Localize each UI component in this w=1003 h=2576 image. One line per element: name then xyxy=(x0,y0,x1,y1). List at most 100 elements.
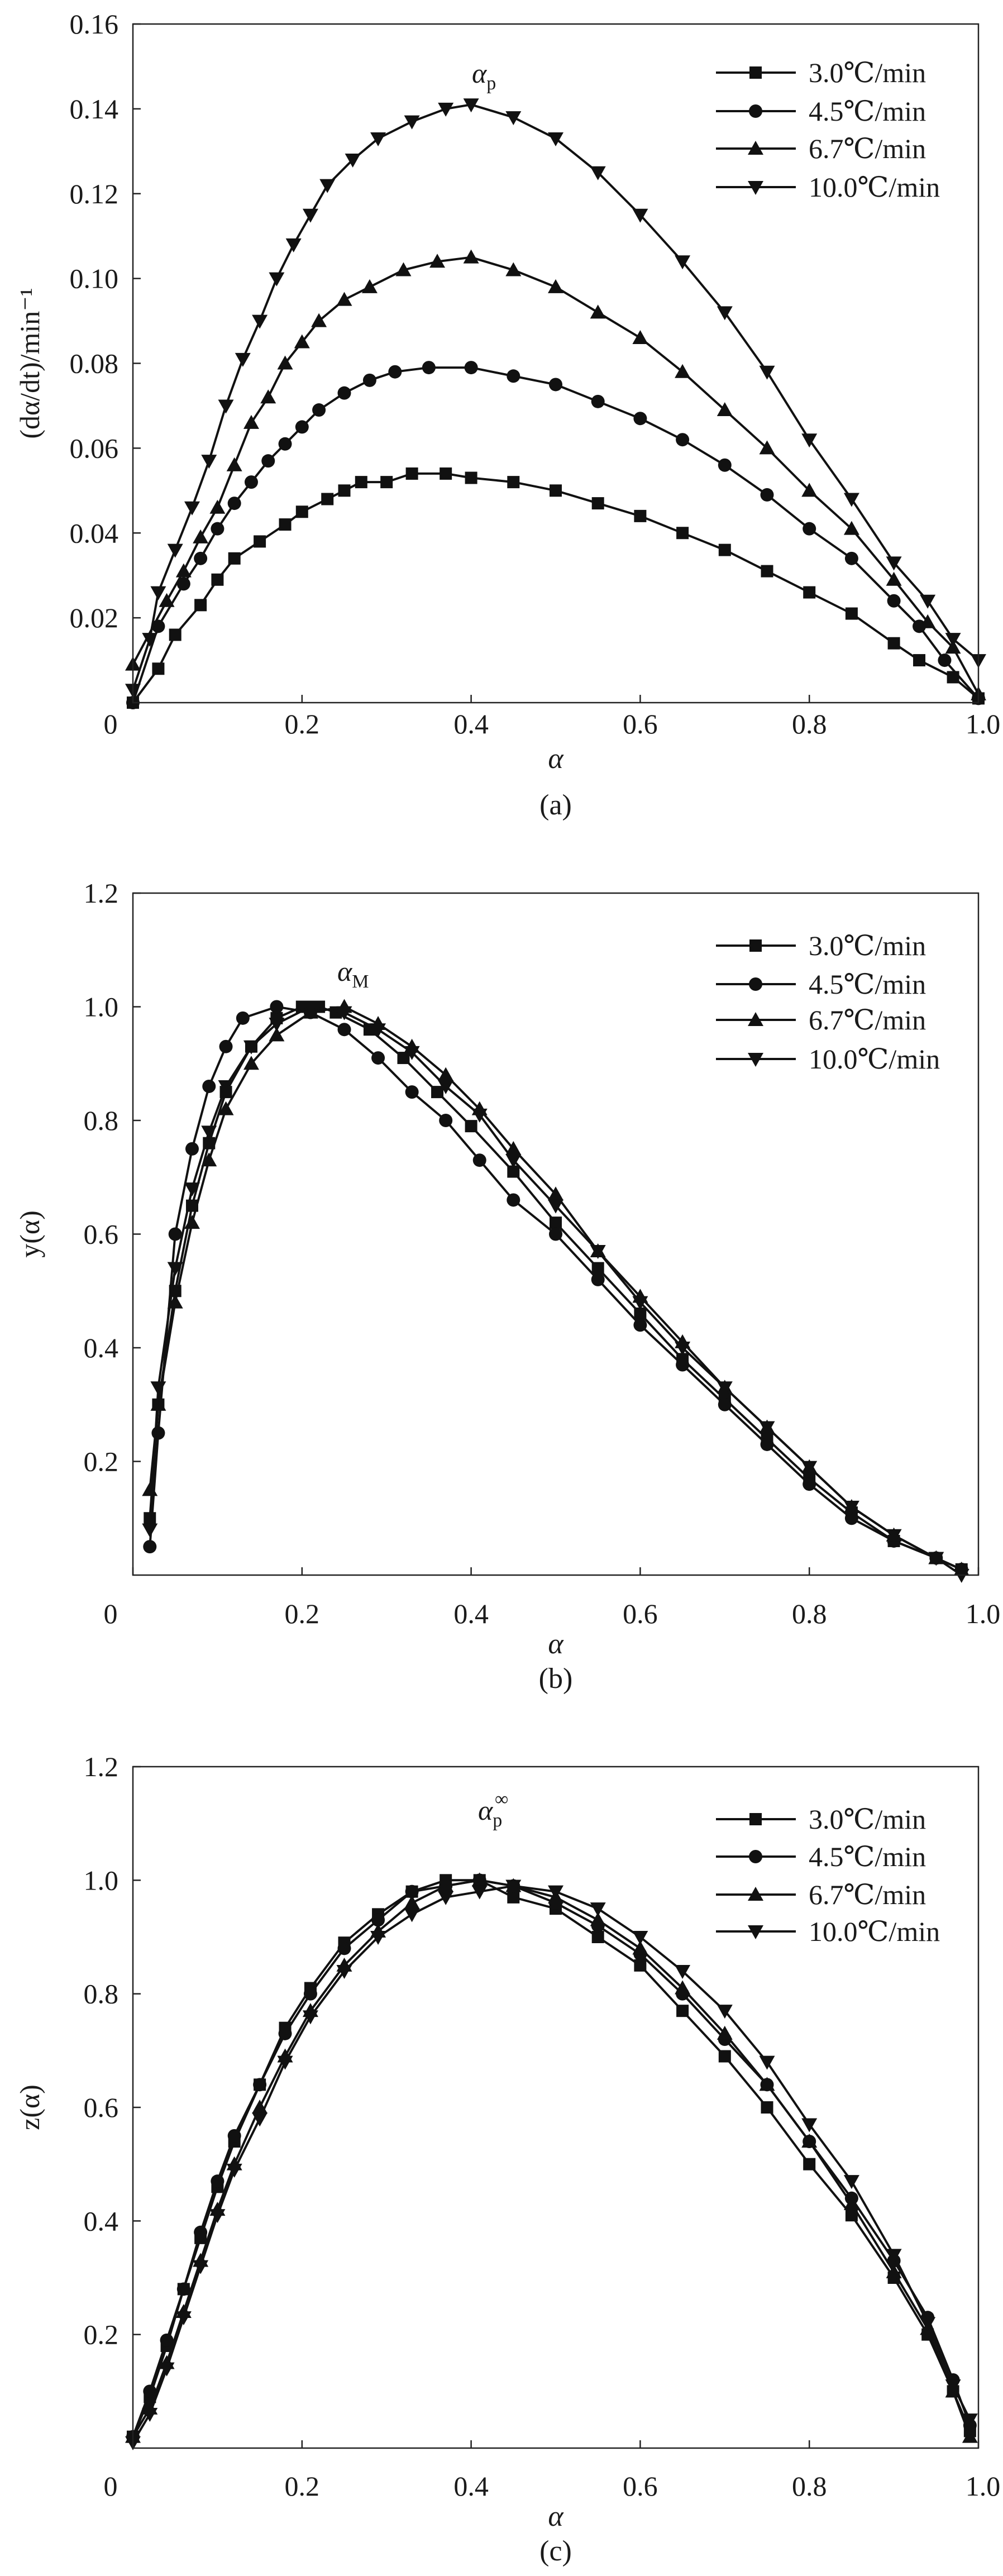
data-point-square xyxy=(761,565,773,578)
data-point-circle xyxy=(405,1885,419,1898)
data-point-triangle-down xyxy=(142,1523,158,1538)
data-point-triangle-up xyxy=(209,499,226,514)
data-point-triangle-down xyxy=(505,111,522,126)
data-point-triangle-down xyxy=(285,238,302,252)
data-point-square xyxy=(550,484,562,497)
data-point-triangle-down xyxy=(962,2413,978,2428)
y-tick-label: 0.02 xyxy=(70,602,119,633)
x-tick-label: 0.8 xyxy=(792,1598,827,1629)
data-point-triangle-down xyxy=(505,1154,522,1168)
data-point-circle xyxy=(244,475,258,489)
data-point-triangle-up xyxy=(336,292,352,306)
data-point-circle xyxy=(633,1318,647,1332)
data-point-triangle-down xyxy=(463,98,479,113)
data-point-square xyxy=(507,476,520,489)
legend-marker-triangle-up xyxy=(748,141,763,155)
data-point-square xyxy=(718,2050,731,2063)
y-tick-label: 1.2 xyxy=(84,877,119,909)
series-triangle-up xyxy=(125,1872,978,2443)
data-point-triangle-up xyxy=(471,1872,488,1887)
data-point-triangle-up xyxy=(142,1482,158,1496)
data-point-circle xyxy=(422,361,436,375)
data-point-circle xyxy=(362,373,376,387)
data-point-triangle-down xyxy=(404,1908,420,1923)
y-tick-label: 0.2 xyxy=(84,1446,119,1477)
data-point-circle xyxy=(844,551,858,565)
data-point-circle xyxy=(202,1079,216,1093)
annotation-subscript: p xyxy=(493,1810,502,1831)
y-tick-label: 0.8 xyxy=(84,1105,119,1136)
chart-panel-b: 0 0.2 0.4 0.6 0.8 1.0 0.2 0.4 0.6 0.8 1.0 1.2 α y(α) (… xyxy=(14,877,1000,1695)
data-point-circle xyxy=(718,458,732,472)
data-point-circle xyxy=(312,403,326,417)
legend-label: 6.7℃/min xyxy=(809,1879,926,1910)
data-point-triangle-down xyxy=(345,154,361,168)
data-point-triangle-down xyxy=(243,1040,259,1055)
series-circle xyxy=(126,1873,977,2444)
data-point-circle xyxy=(176,577,190,591)
y-tick-label: 0.08 xyxy=(70,348,119,379)
data-point-triangle-down xyxy=(471,1108,488,1123)
data-point-triangle-down xyxy=(945,2379,961,2394)
data-point-triangle-down xyxy=(277,2055,293,2070)
data-point-circle xyxy=(718,1397,732,1411)
legend: 3.0℃/min 4.5℃/min 6.7℃/min 10.0℃/min xyxy=(716,57,940,203)
series-line xyxy=(132,1885,971,2443)
x-axis-label: α xyxy=(548,743,564,775)
data-point-triangle-down xyxy=(843,2175,859,2189)
data-point-triangle-up xyxy=(801,483,818,497)
data-point-square xyxy=(397,1052,410,1065)
data-point-circle xyxy=(938,653,952,667)
series-triangle-down xyxy=(125,1879,978,2450)
data-point-circle xyxy=(371,1913,385,1927)
series-line xyxy=(132,366,980,703)
data-point-square xyxy=(550,1217,562,1229)
data-point-triangle-up xyxy=(243,414,259,429)
data-point-triangle-down xyxy=(319,179,336,193)
data-point-circle xyxy=(227,497,241,511)
data-point-square xyxy=(803,2158,816,2170)
data-point-circle xyxy=(337,1023,351,1037)
panel-label: (a) xyxy=(539,789,572,821)
data-point-circle xyxy=(507,1193,520,1207)
data-point-triangle-up xyxy=(294,334,310,349)
legend-marker-triangle-down xyxy=(748,1053,763,1067)
x-tick-label: 0.4 xyxy=(453,1598,489,1629)
data-point-triangle-down xyxy=(175,2311,192,2326)
data-point-square xyxy=(254,535,266,548)
data-point-triangle-down xyxy=(590,166,606,180)
data-point-square xyxy=(152,662,165,675)
data-point-triangle-up xyxy=(717,2025,733,2040)
legend-marker-circle xyxy=(749,104,762,118)
data-point-triangle-down xyxy=(184,501,200,516)
series-line xyxy=(149,1005,962,1571)
data-point-square xyxy=(405,467,418,480)
data-point-triangle-down xyxy=(920,2317,936,2331)
data-point-triangle-down xyxy=(438,102,454,117)
data-point-triangle-down xyxy=(590,1245,606,1260)
peak-annotation: αp xyxy=(472,58,496,94)
data-point-triangle-down xyxy=(302,1000,318,1015)
data-point-triangle-down xyxy=(218,399,234,414)
data-point-triangle-down xyxy=(886,556,902,571)
chart-panel-a: 0 0.2 0.4 0.6 0.8 1.0 0.02 0.04 0.06 0.08 0.10 0.12… xyxy=(14,8,1000,821)
data-point-circle xyxy=(270,1000,284,1014)
data-point-triangle-down xyxy=(759,2055,775,2070)
legend-label: 4.5℃/min xyxy=(809,96,926,127)
legend-item: 3.0℃/min xyxy=(716,57,926,88)
data-point-triangle-down xyxy=(167,1262,183,1276)
data-point-triangle-down xyxy=(717,306,733,321)
data-point-triangle-up xyxy=(886,2264,902,2278)
data-point-circle xyxy=(253,2078,267,2092)
data-point-circle xyxy=(371,1051,385,1065)
data-point-circle xyxy=(549,378,562,392)
legend-label: 10.0℃/min xyxy=(809,1916,940,1947)
data-point-triangle-down xyxy=(928,1552,944,1566)
data-point-circle xyxy=(278,437,292,451)
series-line xyxy=(132,1879,971,2437)
legend-marker-circle xyxy=(749,977,762,991)
x-tick-label: 0 xyxy=(104,1598,118,1629)
data-point-triangle-up xyxy=(311,313,327,327)
data-point-circle xyxy=(676,433,690,447)
data-point-circle xyxy=(337,1941,351,1955)
